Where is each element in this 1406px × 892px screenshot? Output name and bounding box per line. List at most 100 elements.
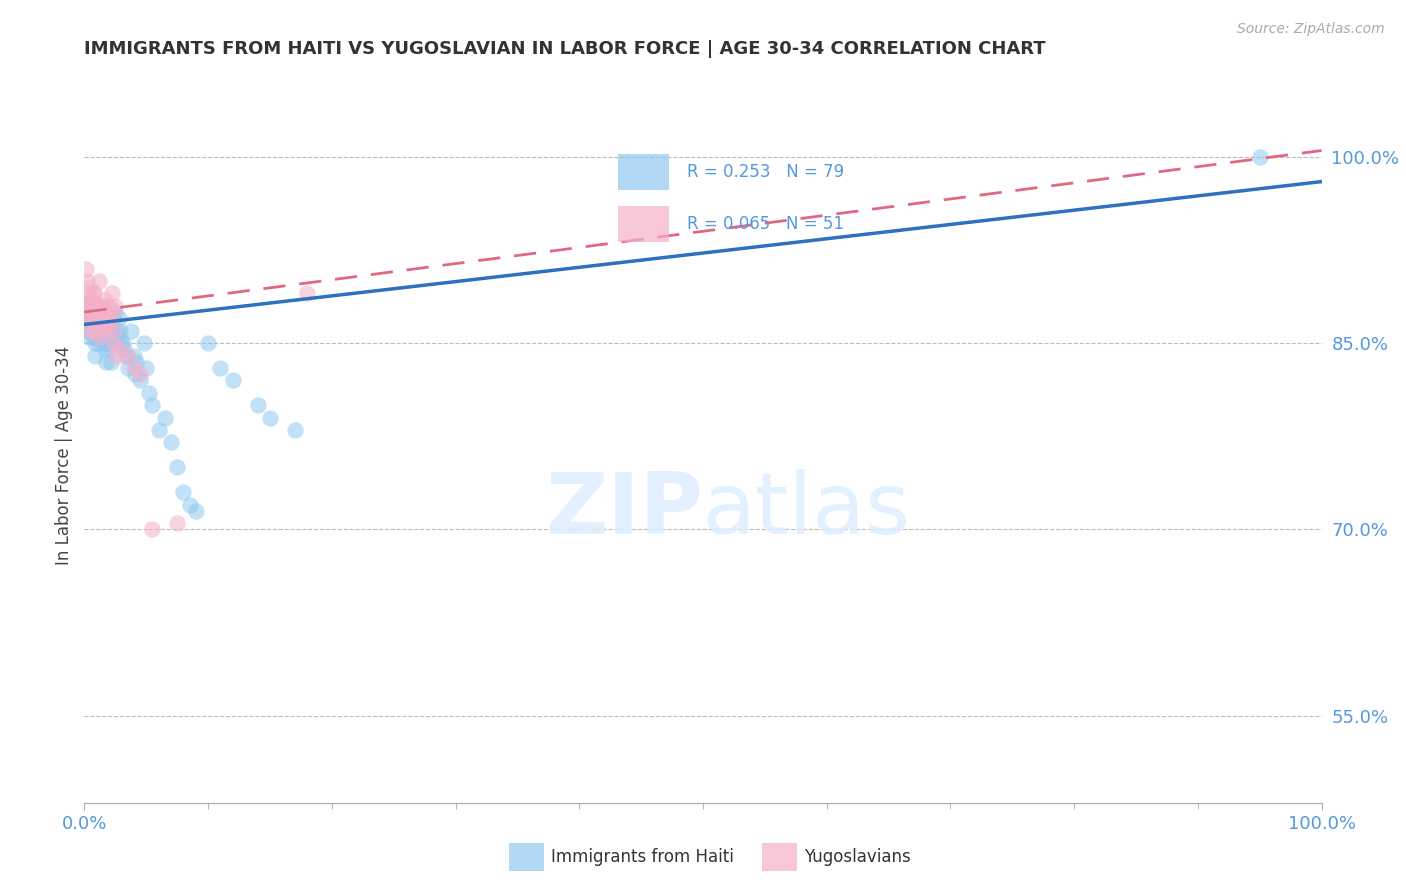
Point xyxy=(117,361,139,376)
Point xyxy=(93,336,115,351)
Point xyxy=(97,324,120,338)
Point xyxy=(101,305,124,319)
Point xyxy=(84,311,107,326)
Point xyxy=(77,311,100,326)
Point xyxy=(172,485,194,500)
Point xyxy=(76,311,98,326)
Y-axis label: In Labor Force | Age 30-34: In Labor Force | Age 30-34 xyxy=(55,345,73,565)
Point xyxy=(91,299,114,313)
Point xyxy=(82,299,104,313)
Point xyxy=(103,324,125,338)
Point xyxy=(101,330,124,344)
Point xyxy=(112,343,135,357)
Point xyxy=(94,343,117,357)
Point xyxy=(93,318,115,332)
Point xyxy=(103,324,125,338)
Point xyxy=(75,299,97,313)
Point xyxy=(82,324,104,338)
Point xyxy=(141,398,163,412)
Point xyxy=(108,343,131,357)
Point xyxy=(141,523,163,537)
Text: Immigrants from Haiti: Immigrants from Haiti xyxy=(551,848,734,866)
Point xyxy=(89,311,111,326)
Point xyxy=(295,286,318,301)
Point xyxy=(90,330,112,344)
Point xyxy=(222,373,245,387)
Point xyxy=(148,423,170,437)
Point xyxy=(77,324,100,338)
Point xyxy=(79,293,101,307)
Point xyxy=(153,410,176,425)
Point xyxy=(284,423,307,437)
Point xyxy=(105,324,128,338)
Point xyxy=(138,385,160,400)
Point xyxy=(1249,150,1271,164)
Point xyxy=(87,318,110,332)
Point xyxy=(79,318,101,332)
Point xyxy=(103,324,125,338)
Point xyxy=(107,330,129,344)
Text: IMMIGRANTS FROM HAITI VS YUGOSLAVIAN IN LABOR FORCE | AGE 30-34 CORRELATION CHAR: IMMIGRANTS FROM HAITI VS YUGOSLAVIAN IN … xyxy=(84,40,1046,58)
Point xyxy=(75,305,97,319)
Point xyxy=(100,355,122,369)
Text: atlas: atlas xyxy=(703,469,911,552)
Point xyxy=(87,318,110,332)
Point xyxy=(94,305,117,319)
Point xyxy=(117,349,139,363)
Point xyxy=(91,305,114,319)
Point xyxy=(246,398,269,412)
Point xyxy=(93,324,115,338)
Point xyxy=(129,373,152,387)
Point xyxy=(96,311,118,326)
Point xyxy=(110,324,132,338)
Point xyxy=(259,410,281,425)
Point xyxy=(76,274,98,288)
Point xyxy=(129,367,152,381)
Point xyxy=(86,311,108,326)
Point xyxy=(94,355,117,369)
Text: Yugoslavians: Yugoslavians xyxy=(804,848,911,866)
Point xyxy=(91,324,114,338)
Point xyxy=(132,336,155,351)
Point xyxy=(97,324,120,338)
Point xyxy=(98,343,121,357)
Point xyxy=(104,305,127,319)
Point xyxy=(75,261,97,276)
Point xyxy=(166,460,188,475)
Point xyxy=(100,330,122,344)
Point xyxy=(86,324,108,338)
Point xyxy=(108,311,131,326)
Point xyxy=(91,311,114,326)
Point xyxy=(98,324,121,338)
Point xyxy=(79,293,101,307)
Point xyxy=(115,349,138,363)
Point xyxy=(89,311,111,326)
Point xyxy=(87,305,110,319)
Point xyxy=(197,336,219,351)
Point xyxy=(94,324,117,338)
Point xyxy=(76,311,98,326)
Point xyxy=(98,311,121,326)
Point xyxy=(83,324,105,338)
Point xyxy=(135,361,157,376)
Point xyxy=(101,336,124,351)
Point xyxy=(89,274,111,288)
Point xyxy=(84,305,107,319)
Point xyxy=(86,311,108,326)
Point xyxy=(93,318,115,332)
Point xyxy=(96,336,118,351)
Point xyxy=(124,367,146,381)
Point xyxy=(83,330,105,344)
Text: ZIP: ZIP xyxy=(546,469,703,552)
Point xyxy=(77,280,100,294)
Point xyxy=(89,318,111,332)
Point xyxy=(96,336,118,351)
Point xyxy=(101,311,124,326)
Point xyxy=(79,286,101,301)
Point xyxy=(86,299,108,313)
Point xyxy=(83,299,105,313)
Point xyxy=(83,349,105,363)
Point xyxy=(80,311,103,326)
Point xyxy=(104,299,127,313)
Point xyxy=(79,330,101,344)
